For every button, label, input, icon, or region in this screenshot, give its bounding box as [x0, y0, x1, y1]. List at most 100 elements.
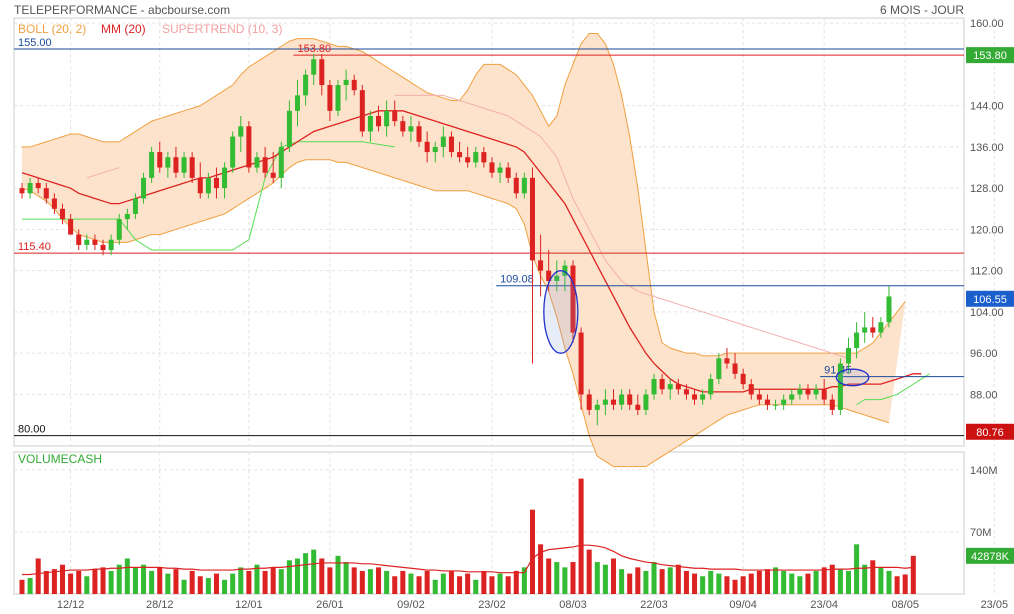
volume-bar — [732, 579, 738, 594]
volume-title: VOLUMECASH — [18, 452, 102, 466]
volume-bar — [400, 570, 406, 594]
candle-body — [84, 239, 90, 245]
y-tick-label: 112.00 — [970, 266, 1003, 278]
x-tick-label: 12/12 — [57, 599, 85, 611]
candle-body — [562, 265, 568, 276]
volume-bar — [351, 567, 357, 594]
candle-body — [870, 327, 876, 333]
volume-bar — [764, 569, 770, 594]
volume-bar — [149, 570, 155, 594]
volume-bar — [124, 558, 130, 594]
candle-body — [262, 157, 268, 173]
volume-bar — [659, 569, 665, 594]
candle-body — [781, 399, 787, 405]
candle-body — [651, 378, 657, 395]
volume-tick-label: 140M — [970, 465, 998, 477]
volume-bar — [181, 579, 187, 594]
volume-bar — [311, 549, 317, 594]
volume-bar — [246, 570, 252, 594]
volume-bar — [424, 570, 430, 594]
candle-body — [554, 275, 560, 281]
x-tick-label: 26/01 — [316, 599, 344, 611]
x-tick-label: 23/02 — [478, 599, 506, 611]
volume-bar — [157, 567, 163, 594]
volume-bar — [384, 570, 390, 594]
price-tag-label: 153.80 — [973, 50, 1007, 62]
volume-bar — [408, 573, 414, 594]
x-tick-label: 28/12 — [146, 599, 174, 611]
candle-body — [659, 378, 665, 390]
volume-bar — [829, 564, 835, 594]
volume-bar — [902, 574, 908, 594]
volume-bar — [845, 570, 851, 594]
level-label: 153.80 — [297, 43, 331, 55]
volume-bar — [335, 555, 341, 594]
volume-bar — [303, 553, 309, 594]
candle-body — [473, 152, 479, 163]
candle-body — [829, 399, 835, 410]
volume-bar — [416, 576, 422, 594]
volume-bar — [327, 567, 333, 594]
price-tag-label: 80.76 — [976, 427, 1004, 439]
candle-body — [683, 389, 689, 395]
candle-body — [643, 394, 649, 410]
volume-bar — [392, 576, 398, 594]
volume-bar — [294, 558, 301, 594]
volume-bar — [708, 570, 714, 594]
volume-ma-line — [22, 544, 914, 576]
candle-body — [813, 389, 819, 395]
candle-body — [619, 394, 625, 405]
candle-body — [157, 152, 163, 168]
candle-body — [165, 157, 171, 168]
candle-body — [764, 399, 770, 405]
volume-bar — [457, 576, 463, 594]
volume-bar — [570, 562, 576, 594]
volume-bar — [610, 558, 617, 594]
y-tick-label: 128.00 — [970, 183, 1004, 195]
x-tick-label: 23/04 — [810, 599, 838, 611]
annotation-ellipse — [835, 368, 870, 387]
volume-bar — [213, 573, 219, 594]
candle-body — [489, 162, 495, 173]
volume-bar — [286, 560, 292, 594]
period-label: 6 MOIS - JOUR — [880, 3, 964, 17]
candle-body — [845, 348, 851, 364]
y-tick-label: 120.00 — [970, 224, 1004, 236]
volume-bar — [740, 576, 746, 594]
volume-bar — [716, 573, 722, 594]
x-tick-label: 08/03 — [559, 599, 587, 611]
candle-body — [497, 167, 503, 173]
candle-body — [878, 322, 884, 333]
volume-bar — [60, 564, 66, 594]
volume-bar — [238, 567, 244, 594]
candle-body — [586, 394, 592, 410]
y-tick-label: 144.00 — [970, 101, 1004, 113]
candle-body — [351, 79, 357, 91]
candle-body — [238, 126, 244, 137]
volume-bar — [724, 576, 730, 594]
volume-bar — [497, 573, 503, 594]
volume-bar — [505, 576, 511, 594]
volume-bar — [448, 570, 454, 594]
candle-body — [222, 167, 228, 189]
candle-body — [367, 115, 373, 132]
candle-body — [213, 177, 219, 189]
level-label: 155.00 — [18, 37, 52, 49]
volume-bar — [862, 564, 868, 594]
candle-body — [529, 177, 535, 261]
y-tick-label: 160.00 — [970, 18, 1004, 30]
candle-body — [521, 177, 527, 194]
volume-frame — [13, 451, 965, 595]
x-tick-label: 08/05 — [891, 599, 919, 611]
volume-bar — [878, 567, 884, 594]
bollinger-fill — [22, 33, 906, 467]
y-tick-label: 88.00 — [970, 389, 998, 401]
annotation-ellipse — [543, 270, 579, 354]
candle-body — [546, 270, 552, 281]
price-tag — [966, 290, 1014, 307]
price-tags: 153.80 106.55 80.76 42878K — [966, 47, 1014, 564]
volume-bar — [529, 509, 535, 594]
candle-body — [230, 136, 236, 168]
volume-bar — [27, 578, 33, 594]
